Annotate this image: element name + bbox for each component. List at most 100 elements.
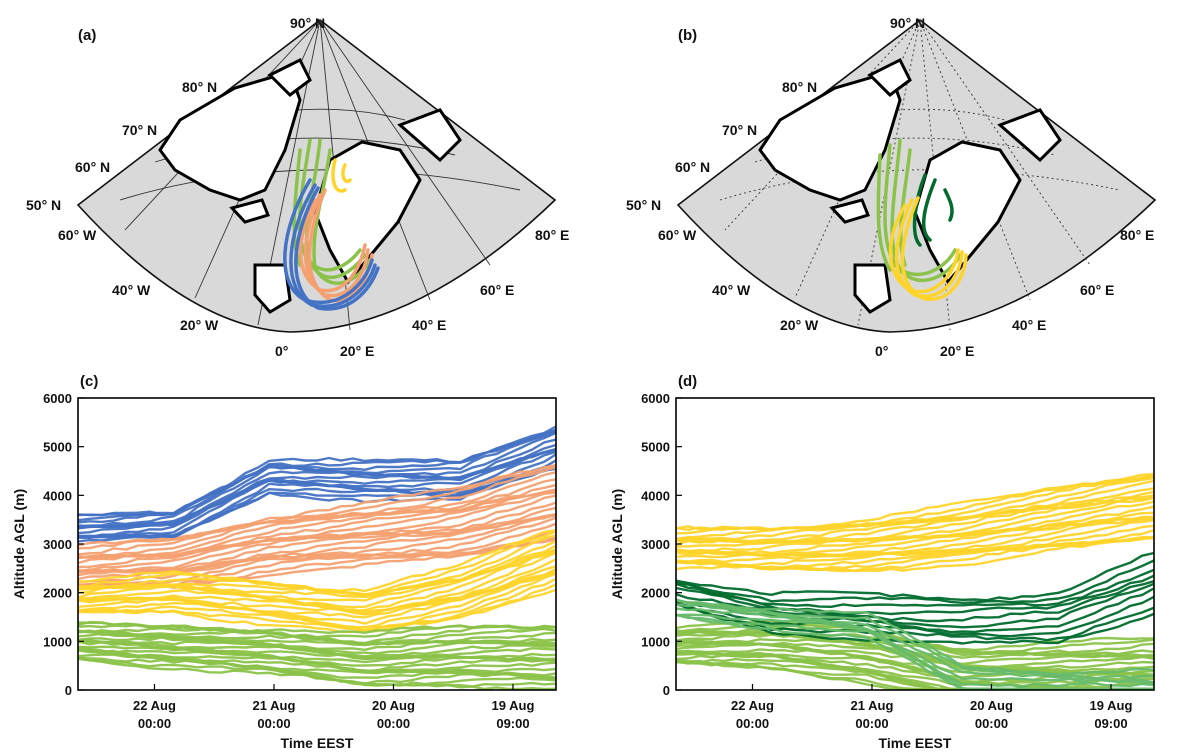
x-tick-label-time: 09:00 — [496, 716, 529, 731]
lat-label-60: 60° N — [675, 159, 710, 175]
trajectory-line — [675, 479, 1155, 542]
y-tick-label: 5000 — [43, 440, 72, 455]
trajectory-line — [675, 551, 1155, 602]
lon-label-0: 0° — [275, 343, 288, 359]
trajectory-line — [77, 506, 557, 573]
chart-d: (d) 0 1000 2000 3000 4000 5000 6000 22 Aug 00:00… — [609, 373, 1155, 751]
x-tick-label-date: 22 Aug — [133, 698, 176, 713]
x-tick-label-date: 21 Aug — [253, 698, 296, 713]
lat-label-80: 80° N — [182, 79, 217, 95]
trajectory-line — [77, 583, 557, 631]
map-a-trajectories — [283, 138, 380, 311]
chart-c-series — [77, 425, 557, 691]
lon-label-20e: 20° E — [940, 343, 974, 359]
trajectory-line — [675, 580, 1155, 623]
trajectory-line — [77, 483, 557, 560]
trajectory-line — [675, 528, 1155, 570]
y-tick-label: 4000 — [641, 488, 670, 503]
x-tick-label-time: 00:00 — [975, 716, 1008, 731]
x-tick-label-date: 19 Aug — [1090, 698, 1133, 713]
x-tick-label-time: 00:00 — [257, 716, 290, 731]
lon-label-40e: 40° E — [412, 317, 446, 333]
lon-label-20w: 20° W — [180, 317, 219, 333]
y-tick-label: 1000 — [641, 634, 670, 649]
trajectory-line — [77, 551, 557, 613]
trajectory-line — [675, 598, 1155, 680]
trajectory-line — [675, 607, 1155, 688]
x-tick-label-time: 00:00 — [736, 716, 769, 731]
map-b-trajectories — [876, 138, 968, 301]
trajectory-line — [675, 473, 1155, 532]
lon-label-0: 0° — [875, 343, 888, 359]
trajectory-line — [77, 494, 557, 573]
trajectory-line — [675, 568, 1155, 608]
panel-label-b: (b) — [678, 27, 697, 44]
trajectory-line — [77, 647, 557, 677]
map-b-labels: 90° N 80° N 70° N 60° N 50° N 60° W 40° … — [626, 15, 1154, 359]
y-tick-label: 4000 — [43, 488, 72, 503]
lon-label-80e: 80° E — [535, 227, 569, 243]
y-tick-label: 3000 — [43, 537, 72, 552]
panel-label-d: (d) — [678, 373, 697, 390]
y-tick-label: 5000 — [641, 440, 670, 455]
x-tick-label-date: 22 Aug — [731, 698, 774, 713]
x-tick-label-date: 21 Aug — [851, 698, 894, 713]
y-tick-label: 2000 — [43, 586, 72, 601]
trajectory-line — [675, 490, 1155, 545]
trajectory-line — [77, 516, 557, 584]
lat-label-90: 90° N — [890, 15, 925, 31]
trajectory-line — [77, 657, 557, 688]
y-tick-label: 6000 — [641, 391, 670, 406]
lon-label-60w: 60° W — [58, 227, 97, 243]
trajectory-line — [77, 466, 557, 556]
trajectory-line — [675, 524, 1155, 567]
chart-d-xlabel: Time EEST — [879, 735, 952, 751]
y-tick-label: 0 — [65, 683, 72, 698]
y-tick-label: 1000 — [43, 634, 72, 649]
x-tick-label-date: 19 Aug — [492, 698, 535, 713]
y-tick-label: 6000 — [43, 391, 72, 406]
lon-label-80e: 80° E — [1120, 227, 1154, 243]
lat-label-60: 60° N — [75, 159, 110, 175]
trajectory-line — [77, 544, 557, 599]
trajectory-line — [77, 565, 557, 616]
lon-label-60e: 60° E — [480, 282, 514, 298]
trajectory-line — [77, 636, 557, 658]
chart-c-ylabel: Altitude AGL (m) — [11, 489, 27, 599]
lon-label-60w: 60° W — [658, 227, 697, 243]
x-tick-label-date: 20 Aug — [372, 698, 415, 713]
y-tick-label: 2000 — [641, 586, 670, 601]
chart-d-axes: 0 1000 2000 3000 4000 5000 6000 22 Aug 00:00 21 A… — [641, 391, 1132, 731]
lon-label-40w: 40° W — [712, 282, 751, 298]
trajectory-line — [77, 463, 557, 547]
chart-c-axes: 0 1000 2000 3000 4000 5000 6000 22 Aug 00:00 21 A… — [43, 391, 534, 731]
x-tick-label-time: 00:00 — [377, 716, 410, 731]
trajectory-line — [77, 529, 557, 593]
trajectory-line — [675, 559, 1155, 604]
trajectory-line — [675, 511, 1155, 557]
x-tick-label-time: 09:00 — [1094, 716, 1127, 731]
y-tick-label: 0 — [663, 683, 670, 698]
lon-label-60e: 60° E — [1080, 282, 1114, 298]
trajectory-line — [77, 621, 557, 634]
trajectory-line — [77, 465, 557, 550]
trajectory-line — [675, 648, 1155, 686]
map-a: (a) — [26, 15, 569, 359]
chart-c-xlabel: Time EEST — [281, 735, 354, 751]
lat-label-50: 50° N — [626, 197, 661, 213]
lon-label-20w: 20° W — [780, 317, 819, 333]
lat-label-70: 70° N — [122, 122, 157, 138]
lon-label-20e: 20° E — [340, 343, 374, 359]
y-tick-label: 3000 — [641, 537, 670, 552]
trajectory-line — [675, 598, 1155, 676]
trajectory-line — [77, 425, 557, 517]
map-b-land — [758, 57, 1062, 314]
lat-label-70: 70° N — [722, 122, 757, 138]
x-tick-label-time: 00:00 — [855, 716, 888, 731]
x-tick-label-date: 20 Aug — [970, 698, 1013, 713]
map-b: (b) 90° — [626, 15, 1157, 359]
chart-d-series — [675, 473, 1155, 691]
x-tick-label-time: 00:00 — [138, 716, 171, 731]
chart-c: (c) 0 1000 2000 3000 4000 5000 6000 22 Aug 00:00… — [11, 373, 557, 751]
